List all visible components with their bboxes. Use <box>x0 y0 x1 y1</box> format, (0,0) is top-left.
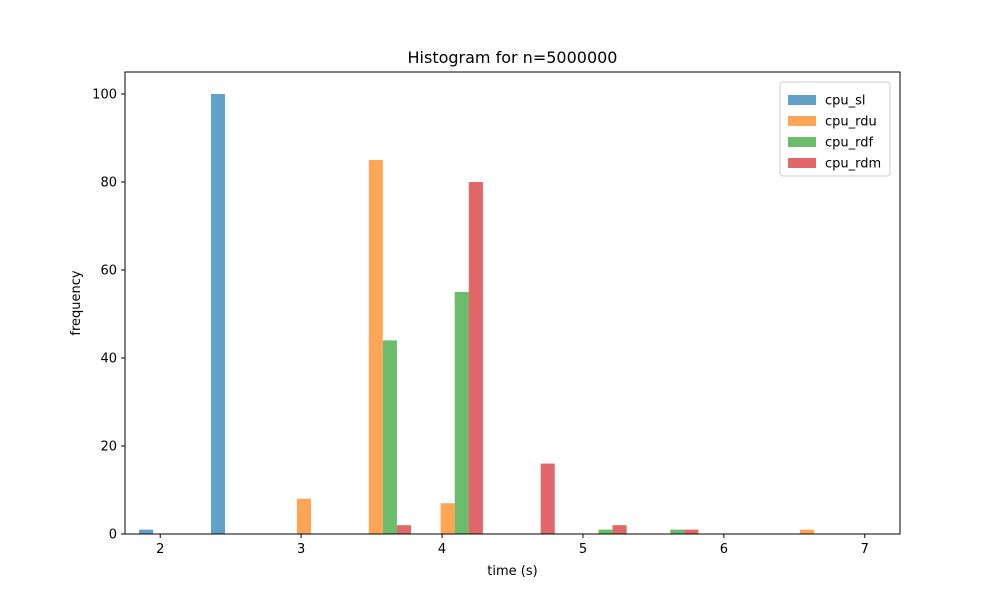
y-tick-label: 100 <box>92 88 117 103</box>
x-tick-label: 6 <box>720 542 728 557</box>
y-tick-label: 60 <box>100 264 117 279</box>
bar-cpu_rdu-9 <box>799 529 815 534</box>
bar-cpu_rdm-6 <box>612 525 627 534</box>
x-tick-label: 7 <box>861 542 869 557</box>
legend-swatch-cpu_rdf <box>788 137 816 147</box>
y-tick-label: 20 <box>100 440 117 455</box>
x-tick-label: 3 <box>297 542 305 557</box>
bar-cpu_rdm-7 <box>684 529 699 534</box>
bar-cpu_sl-1 <box>210 94 226 534</box>
bar-cpu_rdf-6 <box>598 529 613 534</box>
bar-cpu_rdm-3 <box>396 525 412 534</box>
bar-cpu_rdm-5 <box>540 463 555 534</box>
legend-label-cpu_sl: cpu_sl <box>825 94 866 109</box>
legend-swatch-cpu_rdm <box>788 158 816 168</box>
y-tick-label: 0 <box>109 528 117 543</box>
chart-title: Histogram for n=5000000 <box>408 48 618 67</box>
y-tick-label: 40 <box>100 352 117 367</box>
x-tick-label: 2 <box>156 542 164 557</box>
ticks-layer: 2 3 4 5 6 7 0 20 40 60 80 100 <box>92 88 869 558</box>
bar-cpu_rdf-3 <box>382 340 397 534</box>
bar-cpu_rdf-4 <box>454 292 469 534</box>
legend: cpu_sl cpu_rdu cpu_rdf cpu_rdm <box>779 81 891 177</box>
legend-label-cpu_rdf: cpu_rdf <box>825 136 874 151</box>
x-tick-label: 4 <box>438 542 446 557</box>
bar-cpu_rdm-4 <box>468 182 483 534</box>
y-tick-label: 80 <box>100 176 117 191</box>
bar-cpu_rdu-4 <box>440 503 455 534</box>
bar-cpu_rdu-3 <box>368 160 383 534</box>
y-axis-label: frequency <box>69 270 84 336</box>
legend-label-cpu_rdu: cpu_rdu <box>825 115 877 130</box>
x-axis-label: time (s) <box>487 564 537 579</box>
legend-swatch-cpu_rdu <box>788 116 816 126</box>
x-tick-label: 5 <box>579 542 587 557</box>
legend-label-cpu_rdm: cpu_rdm <box>825 157 881 172</box>
bars-layer <box>139 94 815 534</box>
legend-frame <box>779 81 891 177</box>
bar-cpu_rdu-2 <box>296 498 311 534</box>
bar-cpu_sl-0 <box>139 529 154 534</box>
plot-frame <box>124 71 901 535</box>
bar-cpu_rdf-7 <box>670 529 685 534</box>
legend-swatch-cpu_sl <box>788 95 816 105</box>
